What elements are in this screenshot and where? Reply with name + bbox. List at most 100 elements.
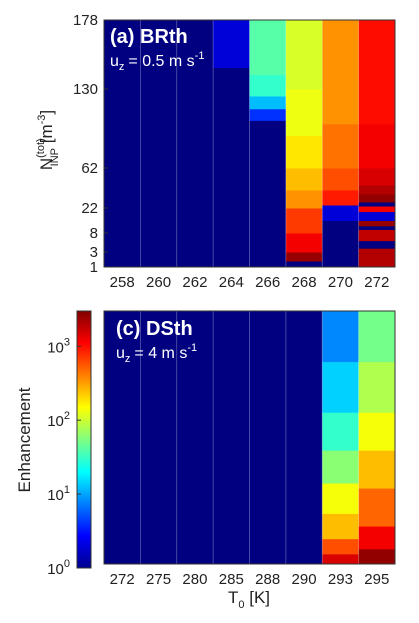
heatmap-cell-285-0 xyxy=(213,311,250,565)
heatmap-cell-293-4 xyxy=(322,450,360,484)
x-tick-label: 264 xyxy=(219,274,244,291)
heatmap-cell-272-6 xyxy=(358,206,396,213)
heatmap-cell-272-4 xyxy=(358,220,396,227)
x-tick-label: 268 xyxy=(292,274,317,291)
heatmap-cell-268-3 xyxy=(285,208,323,234)
heatmap-cell-272-12 xyxy=(358,20,396,125)
heatmap-cell-290-0 xyxy=(285,311,323,565)
heatmap-cell-295-4 xyxy=(358,412,396,451)
panel-c-frame xyxy=(103,310,396,565)
panel-c-gridlines xyxy=(139,311,360,564)
heatmap-cell-270-0 xyxy=(322,220,360,268)
heatmap-cell-270-4 xyxy=(322,123,360,169)
x-tick-label: 262 xyxy=(182,274,207,291)
colorbar-ticks: 100 101 102 103 xyxy=(47,336,81,578)
heatmap-cell-272-2 xyxy=(358,229,396,242)
panel-c-x-ticks: 272 275 280 285 288 290 293 295 xyxy=(110,571,390,588)
heatmap-cell-270-3 xyxy=(322,168,360,191)
heatmap-cell-272-9 xyxy=(358,185,396,195)
heatmap-cell-264-1 xyxy=(213,20,250,68)
panel-a-y-ticks: 13 8 22 62 130 178 xyxy=(73,12,108,276)
heatmap-cell-268-4 xyxy=(285,190,323,209)
y-tick-label: 1 xyxy=(90,259,98,276)
heatmap-cell-266-0 xyxy=(249,120,287,268)
heatmap-cell-268-2 xyxy=(285,233,323,253)
heatmap-cell-272-1 xyxy=(358,240,396,249)
x-tick-label: 266 xyxy=(255,274,280,291)
heatmap-cell-266-3 xyxy=(249,74,287,97)
heatmap-cell-293-6 xyxy=(322,361,360,413)
panel-a-cells xyxy=(104,20,396,268)
x-tick-label: 288 xyxy=(255,571,280,588)
y-tick-label: 22 xyxy=(81,200,98,217)
heatmap-cell-268-0 xyxy=(285,261,323,268)
heatmap-cell-288-0 xyxy=(249,311,287,565)
heatmap-cell-272-7 xyxy=(358,202,396,207)
heatmap-cell-272-8 xyxy=(358,194,396,203)
panel-c-cells xyxy=(104,311,396,565)
panel-a-frame xyxy=(103,19,396,268)
heatmap-cell-293-5 xyxy=(322,412,360,451)
x-tick-label: 285 xyxy=(219,571,244,588)
panel-a-y-axis-label: N(tot) INP [m-3] xyxy=(35,110,61,170)
heatmap-cell-272-10 xyxy=(358,168,396,186)
colorbar: 100 101 102 103 Enhancement xyxy=(15,310,92,578)
colorbar-gradient xyxy=(76,310,92,569)
x-tick-label: 293 xyxy=(328,571,353,588)
panel-a-annotation: uz = 0.5 m s-1 xyxy=(110,50,204,73)
heatmap-cell-264-0 xyxy=(213,67,250,268)
heatmap-cell-268-6 xyxy=(285,135,323,169)
heatmap-cell-272-3 xyxy=(358,225,396,230)
colorbar-tick-label: 100 xyxy=(47,558,70,578)
heatmap-cell-295-0 xyxy=(358,548,396,565)
panel-c-annotation: uz = 4 m s-1 xyxy=(116,342,197,365)
heatmap-cell-272-0 xyxy=(104,311,141,565)
heatmap-cell-266-4 xyxy=(249,20,287,76)
heatmap-cell-293-2 xyxy=(322,513,360,540)
heatmap-cell-268-1 xyxy=(285,252,323,262)
panel-c-x-axis-label: T0 [K] xyxy=(228,588,270,611)
heatmap-cell-268-5 xyxy=(285,168,323,191)
heatmap-cell-295-6 xyxy=(358,311,396,363)
x-tick-label: 272 xyxy=(110,571,135,588)
heatmap-cell-295-5 xyxy=(358,361,396,413)
panel-c: 272 275 280 285 288 290 293 295 (c) DSth uz = 4 … xyxy=(103,310,396,611)
heatmap-cell-280-0 xyxy=(176,311,214,565)
y-tick-label: 3 xyxy=(90,244,98,261)
heatmap-cell-260-0 xyxy=(140,20,178,268)
heatmap-cell-262-0 xyxy=(176,20,214,268)
y-tick-label: 8 xyxy=(90,225,98,242)
heatmap-cell-272-11 xyxy=(358,123,396,169)
panel-a-gridlines xyxy=(139,20,360,267)
heatmap-cell-293-1 xyxy=(322,538,360,555)
heatmap-cell-275-0 xyxy=(140,311,178,565)
panel-a-x-ticks: 258 260 262 264 266 268 270 272 xyxy=(110,274,390,291)
heatmap-cell-270-1 xyxy=(322,205,360,221)
x-tick-label: 295 xyxy=(364,571,389,588)
heatmap-cell-293-0 xyxy=(322,553,360,565)
x-tick-label: 270 xyxy=(328,274,353,291)
x-tick-label: 258 xyxy=(110,274,135,291)
heatmap-cell-270-2 xyxy=(322,190,360,206)
heatmap-cell-293-7 xyxy=(322,311,360,363)
heatmap-cell-258-0 xyxy=(104,20,141,268)
heatmap-cell-295-3 xyxy=(358,450,396,489)
colorbar-label: Enhancement xyxy=(15,387,34,492)
colorbar-tick-label: 102 xyxy=(47,410,70,430)
x-tick-label: 280 xyxy=(182,571,207,588)
heatmap-cell-268-7 xyxy=(285,89,323,136)
panel-c-title: (c) DSth xyxy=(116,318,193,340)
x-tick-label: 290 xyxy=(292,571,317,588)
heatmap-cell-266-2 xyxy=(249,95,287,110)
y-tick-label: 130 xyxy=(73,81,98,98)
heatmap-cell-295-1 xyxy=(358,526,396,550)
y-tick-label: 62 xyxy=(81,160,98,177)
x-tick-label: 260 xyxy=(146,274,171,291)
x-tick-label: 272 xyxy=(364,274,389,291)
heatmap-cell-295-2 xyxy=(358,488,396,527)
heatmap-cell-268-8 xyxy=(285,20,323,90)
heatmap-cell-272-0 xyxy=(358,248,396,268)
colorbar-tick-label: 101 xyxy=(47,484,70,504)
heatmap-cell-272-5 xyxy=(358,211,396,221)
